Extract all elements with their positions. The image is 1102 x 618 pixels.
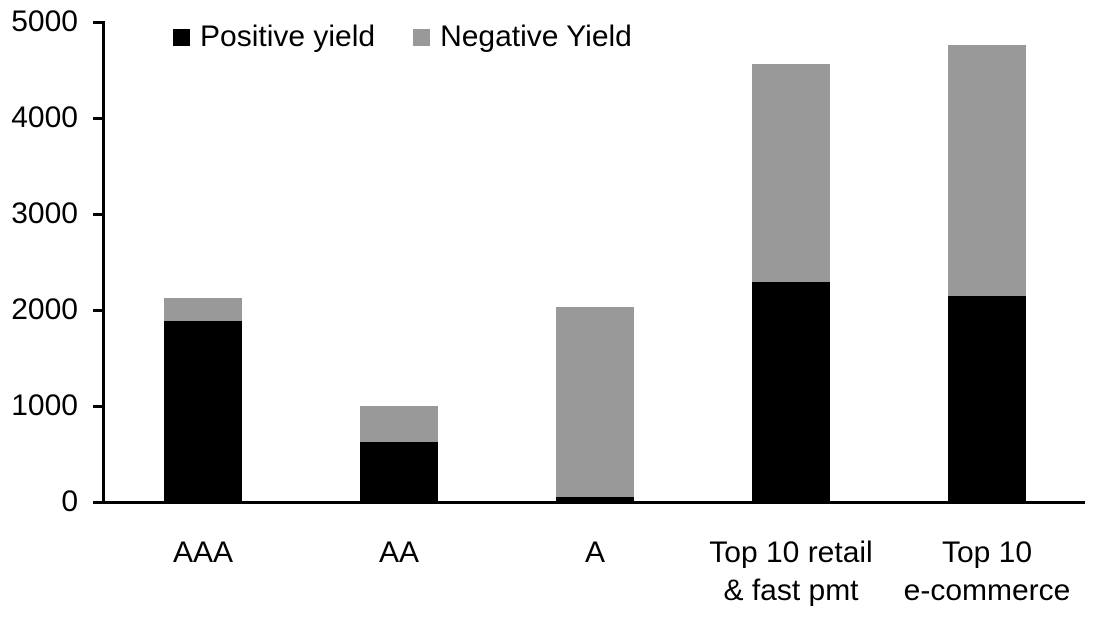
x-axis-label: A <box>584 536 605 569</box>
bar-segment-positive-yield <box>164 320 242 502</box>
legend-item-negative-yield: Negative Yield <box>413 18 632 56</box>
y-tick-mark <box>93 404 105 408</box>
y-tick-label: 5000 <box>11 5 78 38</box>
y-tick-mark <box>93 116 105 120</box>
legend-item-positive-yield: Positive yield <box>173 18 375 56</box>
y-tick-label: 3000 <box>11 197 78 230</box>
bar-segment-positive-yield <box>556 497 634 502</box>
y-tick-mark <box>93 212 105 216</box>
legend-swatch-negative-yield <box>413 28 431 46</box>
y-tick-label: 2000 <box>11 293 78 326</box>
x-axis-label: Top 10 e-commerce <box>903 536 1071 607</box>
legend-label-positive-yield: Positive yield <box>200 20 376 53</box>
x-axis-line <box>93 500 1085 504</box>
bar-segment-negative-yield <box>360 406 438 443</box>
bar-segment-positive-yield <box>752 282 830 502</box>
y-tick-label: 0 <box>61 485 78 518</box>
x-axis-label: AA <box>378 536 420 569</box>
y-tick-mark <box>93 20 105 24</box>
y-axis-line <box>102 22 105 504</box>
bar-segment-positive-yield <box>948 295 1026 502</box>
bar-segment-positive-yield <box>360 442 438 502</box>
legend: Positive yield Negative Yield <box>173 18 632 56</box>
legend-swatch-positive-yield <box>173 28 190 46</box>
bar-segment-negative-yield <box>164 298 242 321</box>
y-tick-mark <box>93 308 105 312</box>
x-axis-label: Top 10 retail & fast pmt <box>709 536 873 607</box>
y-tick-label: 1000 <box>11 389 78 422</box>
bar-segment-negative-yield <box>752 64 830 283</box>
legend-label-negative-yield: Negative Yield <box>440 20 632 53</box>
y-tick-label: 4000 <box>11 101 78 134</box>
bar-segment-negative-yield <box>556 307 634 498</box>
bar-segment-negative-yield <box>948 45 1026 296</box>
x-axis-label: AAA <box>172 536 234 569</box>
